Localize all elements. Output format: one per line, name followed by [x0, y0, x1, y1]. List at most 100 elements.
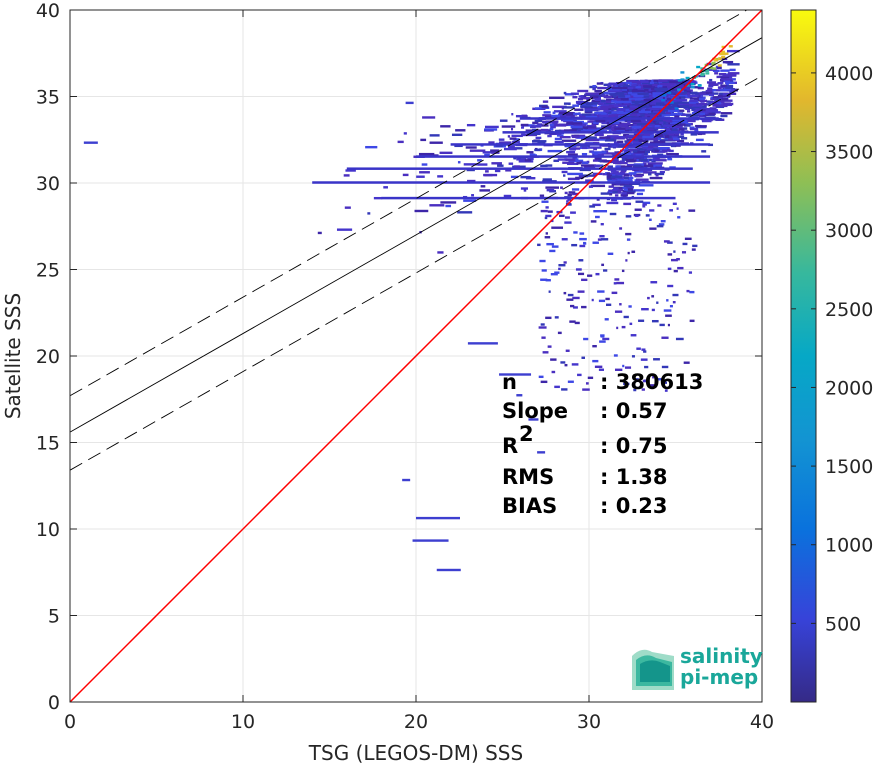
density-cell — [620, 98, 628, 101]
density-cell — [591, 151, 607, 154]
density-cell — [667, 267, 672, 271]
density-cell — [567, 198, 572, 201]
density-cell — [527, 132, 541, 136]
density-cell — [702, 112, 708, 115]
density-cell — [414, 209, 429, 213]
density-cell — [690, 133, 698, 136]
density-cell — [689, 127, 699, 131]
density-cell — [633, 189, 645, 192]
density-cell — [729, 68, 736, 72]
density-cell — [560, 186, 563, 189]
density-cell — [627, 86, 634, 90]
density-cell — [688, 271, 693, 274]
density-cell — [548, 290, 551, 293]
density-cell — [615, 102, 628, 105]
density-cell — [516, 394, 523, 397]
density-cell — [561, 238, 568, 241]
density-cell — [614, 368, 623, 371]
density-cell — [679, 81, 690, 84]
density-cell — [597, 290, 605, 293]
density-cell — [577, 290, 585, 293]
density-cell — [599, 136, 611, 139]
density-cell — [595, 119, 606, 123]
density-cell — [594, 157, 602, 160]
density-cell — [634, 138, 639, 142]
density-cell — [684, 91, 698, 95]
density-cell — [577, 89, 589, 93]
density-cell — [343, 174, 350, 177]
density-cell — [422, 116, 436, 119]
density-cell — [652, 376, 655, 379]
density-cell — [631, 99, 635, 103]
logo-line2: pi-mep — [680, 665, 758, 689]
density-cell — [605, 98, 615, 101]
density-cell — [708, 143, 714, 147]
density-cell — [596, 94, 605, 98]
x-axis-title: TSG (LEGOS-DM) SSS — [308, 741, 523, 765]
density-cell — [531, 128, 538, 132]
density-cell — [647, 145, 654, 148]
density-cell — [683, 124, 691, 127]
density-cell — [711, 62, 716, 66]
density-cell — [663, 240, 670, 243]
density-cell — [701, 119, 712, 123]
density-cell — [625, 215, 632, 218]
density-cell — [676, 123, 686, 126]
density-cell — [619, 303, 622, 306]
density-cell — [551, 370, 556, 374]
density-cell — [723, 79, 731, 83]
density-cell — [587, 274, 593, 277]
density-cell — [687, 119, 696, 123]
density-cell — [721, 45, 726, 49]
density-cell — [723, 74, 737, 77]
density-cell — [590, 184, 606, 188]
density-cell — [570, 304, 575, 308]
density-cell — [686, 289, 690, 293]
density-cell — [429, 141, 443, 144]
density-cell — [585, 115, 598, 119]
density-cell — [573, 306, 578, 309]
density-cell — [437, 175, 444, 178]
density-cell — [549, 123, 555, 127]
density-cell — [679, 105, 690, 108]
density-cell — [561, 139, 577, 142]
density-cell — [689, 319, 695, 323]
density-cell — [617, 144, 625, 147]
density-cell — [695, 138, 704, 142]
density-cell — [669, 101, 674, 104]
density-cell — [551, 226, 564, 229]
density-cell — [631, 250, 636, 253]
density-cell — [714, 99, 718, 103]
density-cell — [483, 173, 498, 177]
density-cell — [714, 72, 719, 75]
density-cell — [578, 259, 584, 262]
density-cell — [545, 186, 560, 189]
density-cell — [692, 244, 698, 248]
density-cell — [682, 85, 693, 89]
density-cell — [594, 152, 598, 156]
density-cell — [572, 104, 579, 107]
density-cell — [586, 98, 591, 102]
density-cell — [554, 137, 562, 141]
density-cell — [485, 170, 489, 173]
density-cell — [642, 205, 646, 208]
density-cell — [717, 82, 723, 85]
density-cell — [603, 91, 609, 94]
y-tick-label: 30 — [36, 173, 60, 195]
density-cell — [635, 200, 644, 203]
density-cell — [587, 102, 600, 105]
density-cell — [647, 384, 656, 387]
density-cell — [720, 69, 730, 72]
density-cell — [547, 134, 552, 138]
density-cell — [608, 172, 617, 176]
x-tick-label: 20 — [404, 711, 428, 733]
density-cell — [600, 192, 609, 195]
density-cell — [628, 136, 634, 139]
density-cell — [727, 72, 740, 75]
density-cell — [643, 134, 651, 137]
density-cell — [579, 237, 587, 241]
density-cell — [668, 138, 677, 141]
density-streak — [346, 167, 693, 170]
density-cell — [643, 160, 649, 163]
density-cell — [622, 81, 637, 85]
